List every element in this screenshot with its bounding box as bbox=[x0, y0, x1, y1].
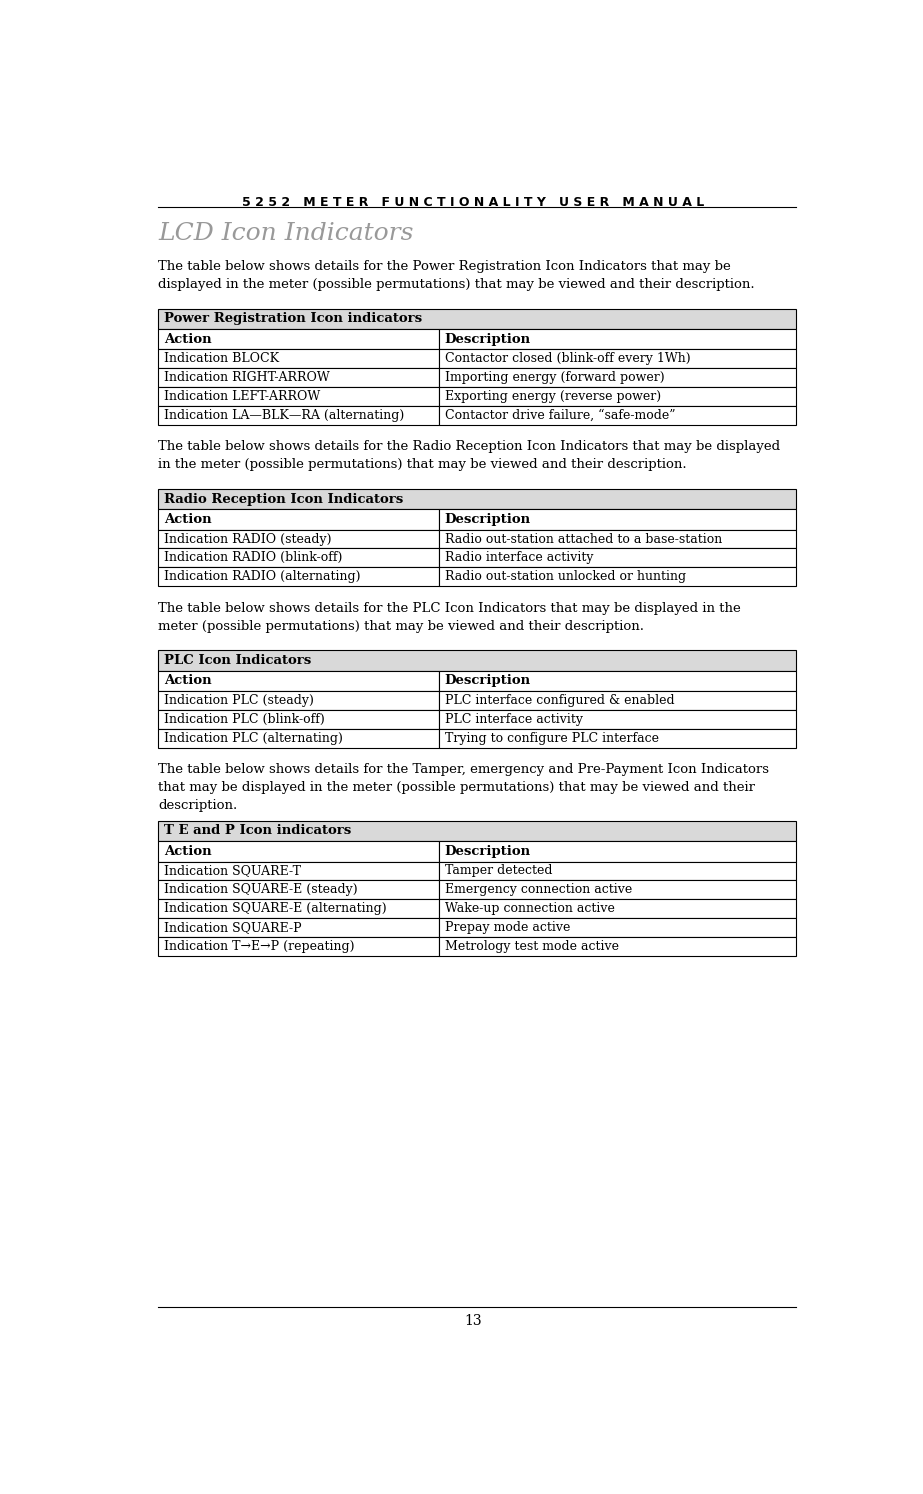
FancyBboxPatch shape bbox=[438, 568, 796, 586]
Text: Description: Description bbox=[445, 512, 531, 526]
Text: Action: Action bbox=[164, 333, 211, 345]
Text: PLC Icon Indicators: PLC Icon Indicators bbox=[164, 654, 311, 666]
Text: Indication PLC (alternating): Indication PLC (alternating) bbox=[164, 732, 343, 744]
Text: The table below shows details for the PLC Icon Indicators that may be displayed : The table below shows details for the PL… bbox=[158, 602, 741, 632]
Text: The table below shows details for the Radio Reception Icon Indicators that may b: The table below shows details for the Ra… bbox=[158, 441, 780, 471]
FancyBboxPatch shape bbox=[438, 406, 796, 424]
Text: Tamper detected: Tamper detected bbox=[445, 865, 552, 877]
FancyBboxPatch shape bbox=[158, 489, 796, 509]
Text: Prepay mode active: Prepay mode active bbox=[445, 920, 570, 934]
Text: Action: Action bbox=[164, 512, 211, 526]
FancyBboxPatch shape bbox=[158, 710, 438, 729]
FancyBboxPatch shape bbox=[438, 862, 796, 880]
FancyBboxPatch shape bbox=[438, 387, 796, 406]
FancyBboxPatch shape bbox=[438, 899, 796, 919]
Text: Description: Description bbox=[445, 674, 531, 687]
Text: PLC interface configured & enabled: PLC interface configured & enabled bbox=[445, 693, 675, 707]
FancyBboxPatch shape bbox=[158, 899, 438, 919]
Text: Radio out-station unlocked or hunting: Radio out-station unlocked or hunting bbox=[445, 571, 686, 583]
Text: Trying to configure PLC interface: Trying to configure PLC interface bbox=[445, 732, 659, 744]
Text: Indication RADIO (steady): Indication RADIO (steady) bbox=[164, 532, 331, 545]
FancyBboxPatch shape bbox=[158, 880, 438, 899]
Text: 5 2 5 2   M E T E R   F U N C T I O N A L I T Y   U S E R   M A N U A L: 5 2 5 2 M E T E R F U N C T I O N A L I … bbox=[242, 196, 704, 209]
Text: LCD Icon Indicators: LCD Icon Indicators bbox=[158, 223, 414, 245]
FancyBboxPatch shape bbox=[438, 880, 796, 899]
FancyBboxPatch shape bbox=[158, 309, 796, 329]
FancyBboxPatch shape bbox=[438, 937, 796, 956]
Text: Indication SQUARE-E (steady): Indication SQUARE-E (steady) bbox=[164, 883, 358, 896]
FancyBboxPatch shape bbox=[438, 690, 796, 710]
Text: Indication LEFT-ARROW: Indication LEFT-ARROW bbox=[164, 390, 320, 403]
Text: 13: 13 bbox=[464, 1315, 482, 1328]
FancyBboxPatch shape bbox=[438, 530, 796, 548]
FancyBboxPatch shape bbox=[438, 509, 796, 530]
Text: Indication BLOCK: Indication BLOCK bbox=[164, 353, 280, 366]
FancyBboxPatch shape bbox=[158, 820, 796, 841]
FancyBboxPatch shape bbox=[158, 937, 438, 956]
Text: Emergency connection active: Emergency connection active bbox=[445, 883, 632, 896]
Text: Indication SQUARE-E (alternating): Indication SQUARE-E (alternating) bbox=[164, 902, 387, 916]
Text: Radio interface activity: Radio interface activity bbox=[445, 551, 593, 565]
FancyBboxPatch shape bbox=[438, 710, 796, 729]
Text: Indication LA—BLK—RA (alternating): Indication LA—BLK—RA (alternating) bbox=[164, 409, 404, 421]
Text: Indication RADIO (blink-off): Indication RADIO (blink-off) bbox=[164, 551, 342, 565]
FancyBboxPatch shape bbox=[158, 406, 438, 424]
Text: Indication SQUARE-P: Indication SQUARE-P bbox=[164, 920, 302, 934]
FancyBboxPatch shape bbox=[158, 671, 438, 690]
FancyBboxPatch shape bbox=[158, 729, 438, 747]
FancyBboxPatch shape bbox=[158, 530, 438, 548]
Text: Description: Description bbox=[445, 333, 531, 345]
FancyBboxPatch shape bbox=[158, 509, 438, 530]
FancyBboxPatch shape bbox=[158, 568, 438, 586]
Text: Description: Description bbox=[445, 844, 531, 858]
FancyBboxPatch shape bbox=[438, 919, 796, 937]
FancyBboxPatch shape bbox=[158, 919, 438, 937]
Text: The table below shows details for the Power Registration Icon Indicators that ma: The table below shows details for the Po… bbox=[158, 260, 755, 291]
FancyBboxPatch shape bbox=[158, 350, 438, 369]
FancyBboxPatch shape bbox=[158, 369, 438, 387]
Text: Importing energy (forward power): Importing energy (forward power) bbox=[445, 371, 665, 384]
FancyBboxPatch shape bbox=[438, 841, 796, 862]
FancyBboxPatch shape bbox=[158, 841, 438, 862]
FancyBboxPatch shape bbox=[438, 369, 796, 387]
FancyBboxPatch shape bbox=[438, 729, 796, 747]
Text: Radio out-station attached to a base-station: Radio out-station attached to a base-sta… bbox=[445, 532, 722, 545]
Text: Power Registration Icon indicators: Power Registration Icon indicators bbox=[164, 312, 423, 326]
Text: PLC interface activity: PLC interface activity bbox=[445, 713, 582, 726]
Text: Indication PLC (blink-off): Indication PLC (blink-off) bbox=[164, 713, 325, 726]
FancyBboxPatch shape bbox=[438, 329, 796, 350]
Text: Contactor drive failure, “safe-mode”: Contactor drive failure, “safe-mode” bbox=[445, 409, 676, 421]
FancyBboxPatch shape bbox=[438, 350, 796, 369]
Text: Indication RADIO (alternating): Indication RADIO (alternating) bbox=[164, 571, 361, 583]
FancyBboxPatch shape bbox=[158, 650, 796, 671]
Text: Indication PLC (steady): Indication PLC (steady) bbox=[164, 693, 314, 707]
FancyBboxPatch shape bbox=[158, 387, 438, 406]
Text: Contactor closed (blink-off every 1Wh): Contactor closed (blink-off every 1Wh) bbox=[445, 353, 690, 366]
FancyBboxPatch shape bbox=[158, 548, 438, 568]
Text: Indication T→E→P (repeating): Indication T→E→P (repeating) bbox=[164, 940, 354, 953]
Text: Wake-up connection active: Wake-up connection active bbox=[445, 902, 615, 916]
Text: Radio Reception Icon Indicators: Radio Reception Icon Indicators bbox=[164, 493, 403, 505]
Text: T E and P Icon indicators: T E and P Icon indicators bbox=[164, 825, 352, 838]
FancyBboxPatch shape bbox=[438, 671, 796, 690]
FancyBboxPatch shape bbox=[158, 690, 438, 710]
Text: Exporting energy (reverse power): Exporting energy (reverse power) bbox=[445, 390, 661, 403]
Text: Indication SQUARE-T: Indication SQUARE-T bbox=[164, 865, 301, 877]
Text: Action: Action bbox=[164, 844, 211, 858]
FancyBboxPatch shape bbox=[158, 862, 438, 880]
FancyBboxPatch shape bbox=[438, 548, 796, 568]
Text: Indication RIGHT-ARROW: Indication RIGHT-ARROW bbox=[164, 371, 330, 384]
Text: The table below shows details for the Tamper, emergency and Pre-Payment Icon Ind: The table below shows details for the Ta… bbox=[158, 763, 769, 811]
FancyBboxPatch shape bbox=[158, 329, 438, 350]
Text: Metrology test mode active: Metrology test mode active bbox=[445, 940, 618, 953]
Text: Action: Action bbox=[164, 674, 211, 687]
